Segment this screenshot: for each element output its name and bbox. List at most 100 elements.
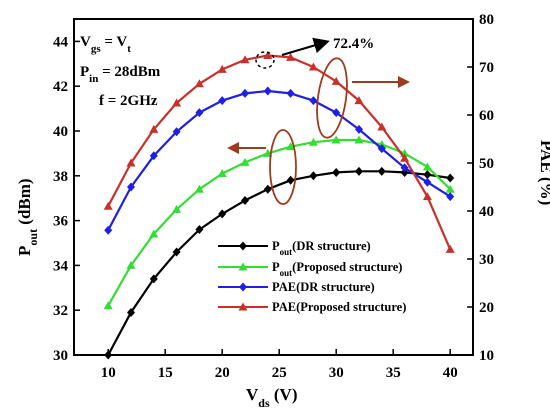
- x-axis-title: Vds (V): [246, 385, 297, 410]
- data-point: [127, 307, 135, 317]
- y-right-tick-label: 60: [479, 108, 494, 124]
- data-point: [332, 167, 341, 177]
- data-point: [195, 108, 204, 118]
- data-point: [241, 88, 249, 98]
- x-tick-label: 15: [158, 365, 173, 381]
- data-point: [422, 192, 432, 201]
- series-2: [104, 86, 455, 235]
- legend-entry-pout-dr: Pout(DR structure): [218, 239, 371, 257]
- data-point: [194, 184, 204, 193]
- data-point: [263, 50, 273, 59]
- y-right-tick-label: 10: [479, 348, 494, 364]
- legend-marker: [238, 302, 248, 311]
- data-point: [423, 170, 432, 180]
- y-left-tick-label: 44: [53, 34, 69, 50]
- data-point: [308, 62, 318, 71]
- y-axis-right: 10 20 30 40 50 60 70 80: [467, 12, 494, 364]
- data-point: [332, 108, 341, 118]
- data-point: [103, 201, 113, 210]
- y-axis-left-title: Pout (dBm): [15, 178, 40, 256]
- legend-entry-pae-proposed: PAE(Proposed structure): [218, 300, 406, 314]
- data-point: [126, 158, 136, 167]
- annotation-frequency: f = 2GHz: [99, 93, 158, 109]
- y-left-tick-label: 38: [53, 169, 68, 185]
- y-right-tick-label: 40: [479, 204, 494, 220]
- data-point: [446, 173, 455, 183]
- data-point: [286, 88, 295, 98]
- data-point: [422, 162, 432, 171]
- y-left-tick-label: 30: [53, 348, 68, 364]
- y-right-tick-label: 80: [479, 12, 494, 28]
- data-point: [217, 64, 227, 73]
- pout-group-ellipse: [269, 129, 297, 205]
- series-3: [103, 50, 455, 253]
- data-point: [104, 350, 113, 360]
- series-layer: [103, 50, 455, 360]
- data-point: [423, 177, 432, 187]
- data-point: [354, 135, 364, 144]
- legend-label: Pout(DR structure): [272, 239, 371, 257]
- y-left-tick-label: 40: [53, 124, 68, 140]
- y-axis-left: 30 32 34 36 38 40 42 44: [53, 34, 80, 364]
- data-point: [103, 301, 113, 310]
- data-point: [354, 96, 364, 105]
- y-axis-right-title: PAE (%): [537, 140, 550, 205]
- data-point: [127, 182, 135, 192]
- peak-arrow: [281, 37, 330, 56]
- legend-marker: [239, 282, 247, 292]
- data-point: [126, 260, 136, 269]
- data-point: [263, 86, 272, 96]
- x-tick-label: 20: [215, 365, 230, 381]
- data-point: [446, 192, 455, 202]
- data-point: [377, 144, 386, 154]
- annotation-pin: Pin = 28dBm: [80, 64, 161, 85]
- data-point: [309, 171, 318, 181]
- data-point: [400, 153, 410, 162]
- data-point: [149, 124, 159, 133]
- data-point: [218, 96, 227, 106]
- peak-marker-circle: [255, 51, 275, 69]
- x-axis: 10 15 20 25 30 35 40: [101, 349, 458, 381]
- data-point: [172, 204, 182, 213]
- x-tick-label: 35: [386, 365, 401, 381]
- data-point: [149, 151, 158, 161]
- y-left-tick-label: 32: [53, 303, 68, 319]
- legend-label: PAE(DR structure): [272, 280, 375, 294]
- data-point: [331, 76, 341, 85]
- legend-entry-pout-proposed: Pout(Proposed structure): [218, 260, 402, 278]
- x-tick-label: 10: [101, 365, 116, 381]
- data-point: [309, 96, 318, 106]
- data-point: [286, 52, 296, 61]
- x-tick-label: 40: [443, 365, 458, 381]
- data-point: [286, 142, 296, 151]
- legend-entry-pae-dr: PAE(DR structure): [218, 280, 375, 294]
- data-point: [194, 79, 204, 88]
- y-right-tick-label: 20: [479, 300, 494, 316]
- data-point: [377, 122, 387, 131]
- plot-frame: [73, 18, 474, 356]
- data-point: [195, 225, 204, 235]
- data-point: [400, 163, 409, 173]
- series-1: [103, 135, 455, 310]
- x-tick-label: 30: [329, 365, 344, 381]
- data-point: [241, 195, 249, 205]
- legend: Pout(DR structure) Pout(Proposed structu…: [218, 239, 406, 314]
- data-point: [445, 184, 455, 193]
- data-point: [286, 175, 295, 185]
- data-point: [377, 166, 386, 176]
- legend-marker: [239, 241, 247, 251]
- data-point: [240, 157, 250, 166]
- legend-label: PAE(Proposed structure): [272, 300, 406, 314]
- data-point: [331, 135, 341, 144]
- data-point: [445, 244, 455, 253]
- data-point: [172, 247, 181, 257]
- data-point: [355, 124, 363, 134]
- data-point: [355, 166, 363, 176]
- peak-value-label: 72.4%: [333, 36, 374, 52]
- y-right-tick-label: 50: [479, 156, 494, 172]
- series-line: [107, 54, 452, 250]
- data-point: [149, 229, 159, 238]
- y-right-tick-label: 30: [479, 252, 494, 268]
- y-left-tick-label: 34: [53, 258, 69, 274]
